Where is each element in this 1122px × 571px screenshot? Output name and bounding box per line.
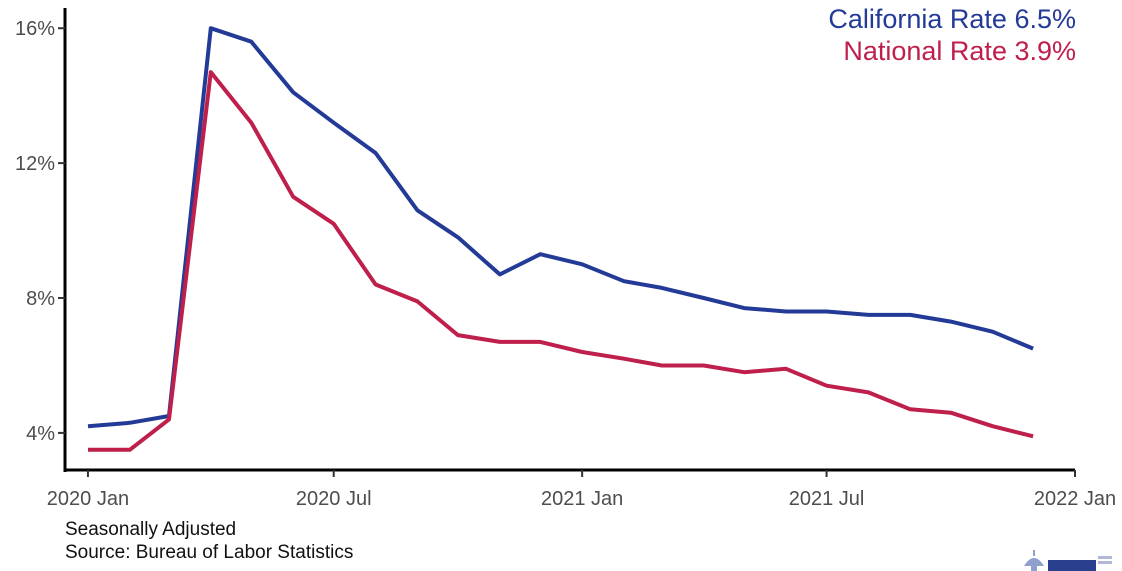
x-tick-label: 2020 Jan — [47, 488, 129, 510]
x-tick-label: 2021 Jul — [789, 488, 865, 510]
x-tick-label: 2020 Jul — [296, 488, 372, 510]
note-seasonally-adjusted: Seasonally Adjusted — [65, 519, 237, 540]
note-source: Source: Bureau of Labor Statistics — [65, 542, 354, 563]
x-tick-label: 2021 Jan — [541, 488, 623, 510]
y-tick-label: 4% — [26, 423, 55, 445]
legend-entry-0: California Rate 6.5% — [828, 4, 1076, 34]
capitol-dome-logo — [1010, 546, 1120, 571]
y-tick-label: 12% — [15, 153, 55, 175]
y-tick-label: 8% — [26, 288, 55, 310]
series-line-1 — [88, 70, 1034, 452]
series-line-0 — [87, 26, 1034, 429]
y-tick-label: 16% — [15, 18, 55, 40]
legend-entry-1: National Rate 3.9% — [843, 36, 1076, 66]
x-tick-label: 2022 Jan — [1034, 488, 1116, 510]
